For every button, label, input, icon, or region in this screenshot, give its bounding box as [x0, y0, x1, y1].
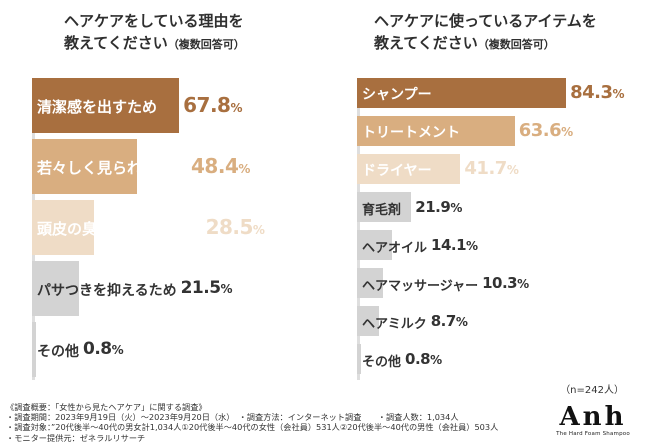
footnote-line-1: 《調査概要：「女性から見たヘアケア」に関する調査》 [6, 402, 207, 412]
right-bar-label-6: ヘアマッサージャー [362, 278, 479, 294]
right-bar-label-2: トリートメント [362, 125, 460, 142]
right-bar-label-4: 育毛剤 [362, 202, 402, 218]
left-bar-5 [32, 322, 36, 377]
right-bar-6 [357, 268, 383, 298]
right-bar-8 [357, 344, 361, 374]
left-chart-title-note: （複数回答可） [167, 38, 245, 51]
right-chart-title-note: （複数回答可） [477, 38, 555, 51]
survey-footnote: 《調査概要：「女性から見たヘアケア」に関する調査》 ・調査期間：2023年9月1… [6, 402, 498, 443]
left-bar-2 [32, 139, 138, 194]
right-bar-value-1: 84.3% [570, 81, 625, 103]
right-chart-title-line2: 教えてください [374, 34, 478, 52]
footnote-line-3: ・調査対象：”20代後半～40代の男女計1,034人①20代後半～40代の女性（… [6, 422, 499, 433]
brand-logo-wordmark: Anh [559, 402, 627, 432]
left-bar-value-3: 28.5% [205, 215, 265, 240]
left-bar-label-4: パサつきを抑えるため [37, 282, 177, 299]
left-bar-label-5: その他 [37, 343, 79, 360]
right-bar-label-7: ヘアミルク [362, 316, 427, 332]
right-bar-7 [357, 306, 379, 336]
right-bar-value-8: 0.8% [405, 349, 442, 368]
right-chart-title: ヘアケアに使っているアイテムを 教えてください（複数回答可） [374, 10, 597, 56]
right-chart-title-line1: ヘアケアに使っているアイテムを [374, 12, 597, 30]
left-bar-3 [32, 200, 94, 255]
left-bar-4 [32, 261, 79, 316]
right-bar-5 [357, 230, 392, 260]
right-bar-value-5: 14.1% [431, 235, 478, 254]
left-bar-value-4: 21.5% [180, 277, 233, 298]
footnote-line-4: ・モニター提供元：ゼネラルリサーチ [6, 432, 146, 443]
right-bar-label-3: ドライヤー [362, 163, 432, 180]
right-bar-value-6: 10.3% [482, 273, 529, 292]
left-chart-title: ヘアケアをしている理由を 教えてください（複数回答可） [64, 10, 245, 56]
footnote-line-2: ・調査期間：2023年9月19日（火）～2023年9月20日（水） ・調査方法：… [6, 412, 459, 423]
sample-size-note: （n=242人） [560, 385, 624, 396]
left-bar-value-5: 0.8% [83, 338, 124, 359]
left-bar-label-3: 頭皮の臭いを抑えるため [37, 220, 202, 239]
right-axis-line [357, 78, 360, 380]
right-bar-2 [357, 116, 515, 146]
left-chart-title-line2: 教えてください [64, 34, 168, 52]
left-bar-label-2: 若々しく見られるため [37, 159, 188, 178]
right-bar-label-8: その他 [362, 354, 402, 370]
right-bar-label-5: ヘアオイル [362, 240, 428, 256]
right-bar-value-7: 8.7% [430, 311, 468, 330]
brand-logo: Anh The Hard Foam Shampoo [556, 403, 630, 437]
left-bar-value-1: 67.8% [183, 93, 243, 118]
left-bar-value-2: 48.4% [191, 154, 250, 179]
right-bar-3 [357, 154, 461, 184]
right-bar-4 [357, 192, 412, 222]
brand-logo-tagline: The Hard Foam Shampoo [556, 431, 630, 437]
right-bar-label-1: シャンプー [362, 87, 432, 104]
left-chart-title-line1: ヘアケアをしている理由を [64, 12, 244, 30]
left-bar-label-1: 清潔感を出すため [37, 98, 158, 117]
right-bar-1 [357, 78, 567, 108]
right-bar-value-4: 21.9% [415, 197, 462, 216]
right-bar-value-3: 41.7% [464, 157, 519, 179]
right-bar-value-2: 63.6% [518, 119, 573, 141]
left-bar-1 [32, 78, 180, 133]
